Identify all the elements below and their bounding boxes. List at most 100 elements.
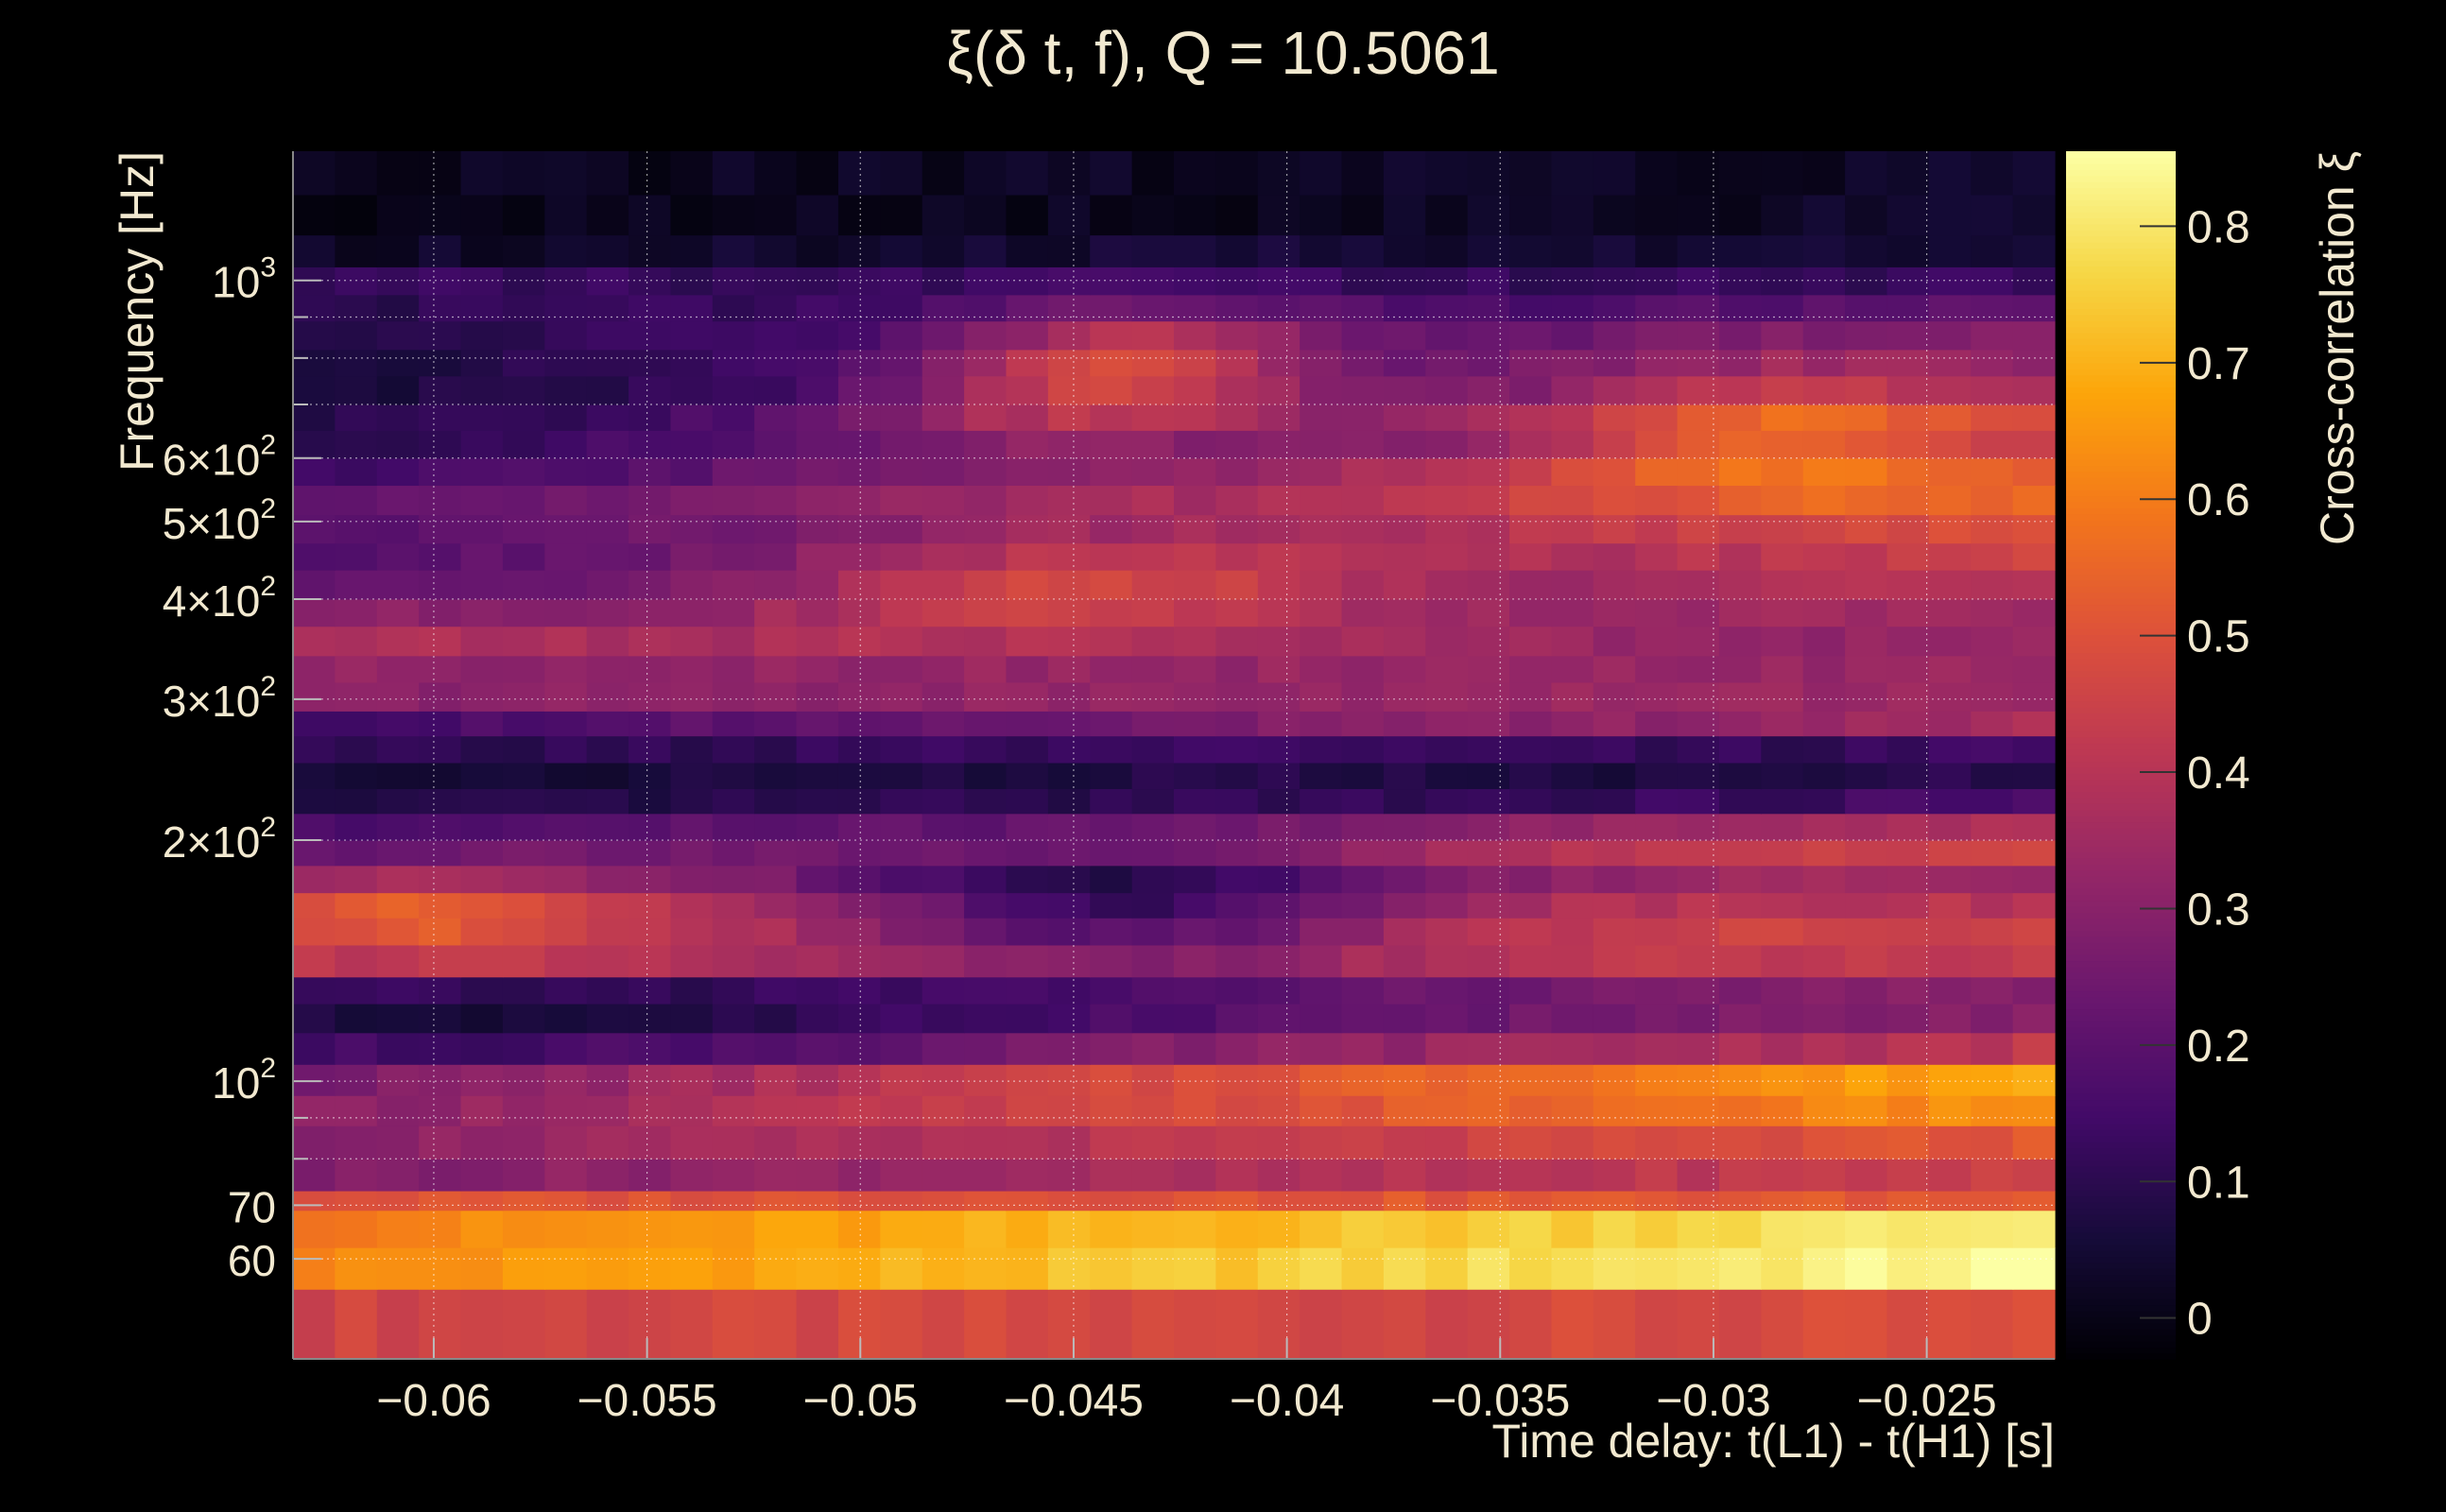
heatmap-cell <box>376 1032 420 1065</box>
heatmap-cell <box>1886 542 1930 571</box>
heatmap-cell <box>754 485 798 516</box>
heatmap-cell <box>922 655 965 683</box>
heatmap-cell <box>837 1095 881 1126</box>
heatmap-cell <box>922 918 965 946</box>
heatmap-cell <box>586 404 629 431</box>
heatmap-cell <box>964 1064 1008 1096</box>
heatmap-cell <box>796 349 839 377</box>
heatmap-cell <box>629 234 672 267</box>
heatmap-cell <box>1593 865 1636 894</box>
heatmap-cell <box>1971 375 2014 405</box>
heatmap-cell <box>1131 735 1175 764</box>
heatmap-cell <box>419 234 462 267</box>
heatmap-cell <box>419 788 462 815</box>
heatmap-cell <box>1467 266 1510 296</box>
heatmap-cell <box>712 788 755 815</box>
heatmap-cell <box>1383 788 1426 815</box>
heatmap-cell <box>1131 514 1175 544</box>
heatmap-cell <box>1761 788 1804 815</box>
heatmap-cell <box>1635 570 1679 600</box>
heatmap-cell <box>796 655 839 683</box>
heatmap-cell <box>1509 514 1553 544</box>
heatmap-cell <box>1845 1247 1888 1290</box>
heatmap-cell <box>1718 735 1762 764</box>
heatmap-cell <box>1845 1159 1888 1192</box>
heatmap-cell <box>1090 194 1133 236</box>
heatmap-cell <box>1131 1095 1175 1126</box>
colorbar-segment <box>2066 960 2176 968</box>
heatmap-cell <box>1257 1210 1301 1248</box>
heatmap-cell <box>502 918 545 946</box>
heatmap-cell <box>1257 735 1301 764</box>
heatmap-cell <box>1300 151 1343 196</box>
heatmap-cell <box>1425 485 1469 516</box>
heatmap-cell <box>1551 1289 1594 1360</box>
heatmap-cell <box>712 542 755 571</box>
heatmap-cell <box>1383 485 1426 516</box>
heatmap-cell <box>1215 375 1259 405</box>
heatmap-cell <box>1131 485 1175 516</box>
colorbar-segment <box>2066 791 2176 799</box>
heatmap-cell <box>1090 1159 1133 1192</box>
heatmap-cell <box>1006 918 1049 946</box>
colorbar-segment <box>2066 1274 2176 1281</box>
colorbar-segment <box>2066 664 2176 672</box>
heatmap-cell <box>1006 711 1049 737</box>
heatmap-cell <box>1006 404 1049 431</box>
heatmap-cell <box>796 234 839 267</box>
heatmap-cell <box>1090 1210 1133 1248</box>
heatmap-cell <box>1761 892 1804 919</box>
heatmap-cell <box>1090 892 1133 919</box>
heatmap-cell <box>544 1032 588 1065</box>
heatmap-cell <box>1718 1210 1762 1248</box>
heatmap-cell <box>586 711 629 737</box>
heatmap-cell <box>922 1095 965 1126</box>
colorbar-segment <box>2066 1238 2176 1246</box>
heatmap-cell <box>1467 681 1510 712</box>
heatmap-cell <box>586 655 629 683</box>
heatmap-cell <box>754 542 798 571</box>
heatmap-cell <box>1383 1190 1426 1211</box>
heatmap-cell <box>419 404 462 431</box>
heatmap-cell <box>1551 1095 1594 1126</box>
heatmap-cell <box>670 1247 714 1290</box>
heatmap-cell <box>964 762 1008 790</box>
heatmap-cell <box>1215 320 1259 351</box>
colorbar-segment <box>2066 338 2176 346</box>
heatmap-cell <box>1845 735 1888 764</box>
heatmap-cell <box>419 1064 462 1096</box>
colorbar-segment <box>2066 1256 2176 1263</box>
heatmap-cell <box>1090 711 1133 737</box>
heatmap-cell <box>2012 735 2056 764</box>
heatmap-cell <box>293 320 336 351</box>
heatmap-cell <box>629 681 672 712</box>
heatmap-cell <box>922 570 965 600</box>
heatmap-cell <box>922 1210 965 1248</box>
colorbar-segment <box>2066 531 2176 539</box>
heatmap-cell <box>1467 1159 1510 1192</box>
heatmap-cell <box>1090 485 1133 516</box>
y-tick-label: 60 <box>228 1236 276 1285</box>
heatmap-cell <box>1174 626 1216 657</box>
colorbar-segment <box>2066 561 2176 569</box>
heatmap-cell <box>2012 542 2056 571</box>
heatmap-cell <box>2012 1210 2056 1248</box>
heatmap-cell <box>460 598 504 627</box>
heatmap-cell <box>1131 194 1175 236</box>
heatmap-cell <box>460 1159 504 1192</box>
heatmap-cell <box>837 194 881 236</box>
heatmap-cell <box>335 375 378 405</box>
y-tick-label: 6×102 <box>163 430 276 485</box>
heatmap-cell <box>1845 681 1888 712</box>
heatmap-cell <box>419 320 462 351</box>
heatmap-cell <box>1131 865 1175 894</box>
heatmap-cell <box>502 1004 545 1034</box>
heatmap-cell <box>544 1210 588 1248</box>
heatmap-cell <box>1551 711 1594 737</box>
heatmap-cell <box>586 813 629 841</box>
heatmap-cell <box>1047 976 1091 1005</box>
heatmap-cell <box>460 234 504 267</box>
heatmap-cell <box>1383 1032 1426 1065</box>
heatmap-cell <box>837 457 881 487</box>
colorbar-segment <box>2066 574 2176 581</box>
